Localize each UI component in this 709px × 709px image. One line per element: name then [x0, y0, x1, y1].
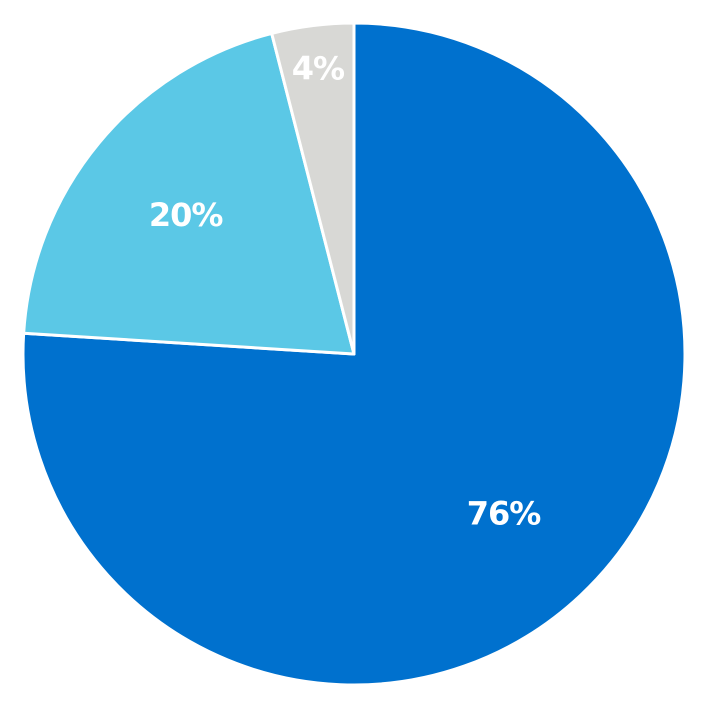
- pie-slice-label-4: 4%: [292, 49, 345, 87]
- pie-labels: 76% 20% 4%: [149, 49, 542, 532]
- pie-slice-76: [21, 21, 687, 687]
- pie-slice-4: [270, 21, 356, 356]
- pie-slice-20: [22, 31, 356, 356]
- pie-slice-label-20: 20%: [149, 196, 224, 234]
- pie-slice-label-76: 76%: [467, 494, 542, 532]
- pie-slices: [21, 21, 687, 687]
